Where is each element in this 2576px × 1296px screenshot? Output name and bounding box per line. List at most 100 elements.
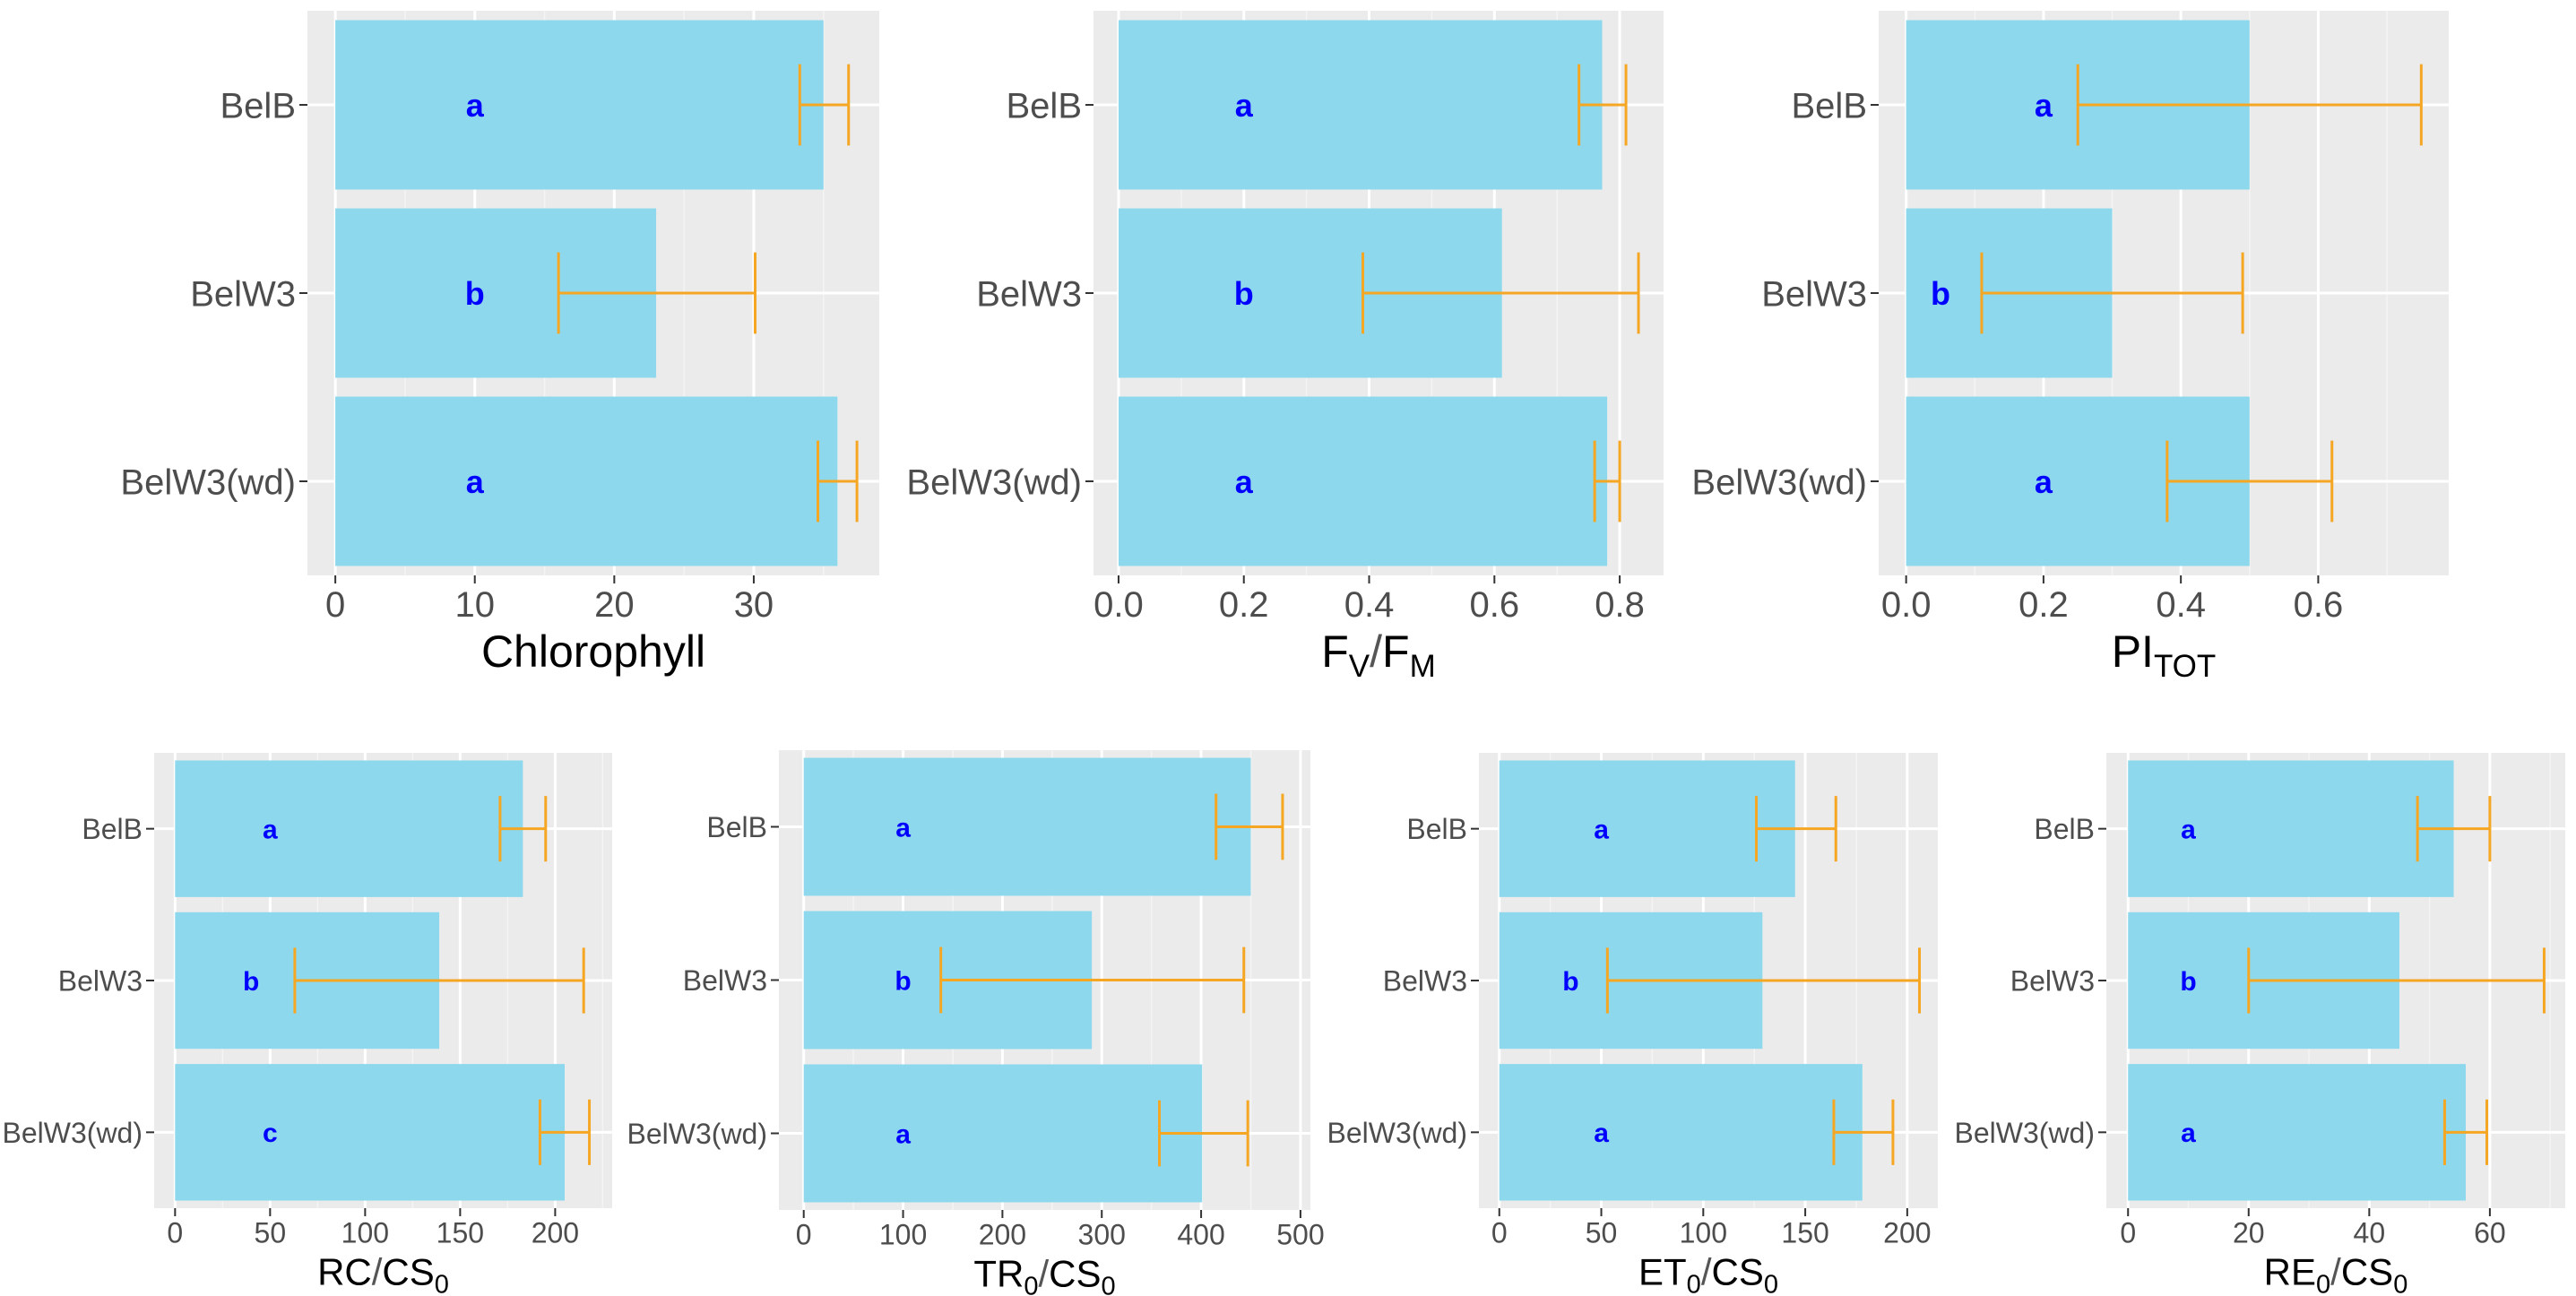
significance-letter: a [895,1119,911,1149]
significance-letter: a [466,87,485,124]
significance-letter: a [1594,1119,1609,1148]
bar-belw3wd [335,396,838,566]
x-tick-label: 20 [594,585,635,625]
bar-belb [803,757,1251,896]
bar-belb [1118,20,1603,190]
axis-title-text: CS [1049,1252,1101,1294]
y-tick-label: BelW3(wd) [1955,1117,2095,1149]
axis-title-subscript: 0 [435,1270,449,1296]
axis-title-text: Chlorophyll [481,626,705,677]
bar-belw3wd [1118,396,1608,566]
y-tick-label: BelB [1792,86,1868,125]
significance-letter: b [2180,967,2196,997]
y-tick-label: BelB [1406,813,1467,845]
x-tick-label: 50 [255,1216,287,1248]
y-tick-label: BelB [220,86,297,125]
x-tick-label: 10 [454,585,495,625]
significance-letter: a [466,463,485,500]
axis-title-text: / [1038,1252,1049,1294]
x-tick-label: 0.2 [1219,585,1269,625]
axis-title-text: F [1382,626,1410,677]
y-tick-label: BelB [2034,813,2095,845]
axis-title-subscript: TOT [2154,649,2216,684]
x-tick-label: 400 [1177,1218,1224,1250]
chart-panel-2: 0.0 0.2 0.4 0.6 0.8aBelBbBelW3aBelW3(wd)FV/F… [906,11,1664,684]
x-tick-label: 30 [734,585,774,625]
x-axis-title: FV/FM [1321,626,1436,684]
x-tick-label: 0.6 [1469,585,1519,625]
bar-belb [335,20,824,190]
x-tick-label: 0.0 [1094,585,1144,625]
x-tick-label: 200 [979,1218,1026,1250]
bar-belb [2128,760,2454,897]
y-tick-label: BelB [82,813,143,845]
axis-title-subscript: V [1349,649,1370,684]
x-tick-label: 0.6 [2294,585,2344,625]
x-tick-label: 150 [1781,1216,1828,1248]
x-tick-label: 0 [796,1218,812,1250]
y-tick-label: BelW3(wd) [906,462,1082,502]
x-tick-label: 20 [2233,1216,2265,1248]
axis-title-text: / [1701,1250,1712,1292]
significance-letter: a [2181,1119,2196,1148]
significance-letter: b [1931,275,1950,312]
chart-panel-6: 0 50 100 150 200 a BelB b BelW3 a BelW3(wd) ET0/CS0 [1327,753,1938,1296]
significance-letter: a [2035,463,2053,500]
y-tick-label: BelB [706,811,767,843]
x-tick-label: 50 [1586,1216,1618,1248]
x-axis-title: RE0/CS0 [2264,1250,2408,1296]
x-tick-label: 0 [167,1216,183,1248]
y-tick-label: BelW3(wd) [1327,1117,1467,1149]
x-tick-label: 0.8 [1595,585,1645,625]
axis-title-subscript: 0 [1687,1270,1701,1296]
significance-letter: a [895,813,911,842]
x-tick-label: 150 [437,1216,484,1248]
y-tick-label: BelB [1007,86,1083,125]
x-axis-title: TR0/CS0 [973,1252,1115,1296]
x-tick-label: 0 [1491,1216,1508,1248]
bar-belw3wd [2128,1064,2466,1201]
significance-letter: a [1594,815,1609,844]
x-tick-label: 100 [1680,1216,1727,1248]
x-tick-label: 0.2 [2018,585,2069,625]
axis-title-text: CS [2341,1250,2393,1292]
chart-panel-3: 0.0 0.2 0.4 0.6 a BelB b BelW3 a BelW3(wd) PITOT [1691,11,2449,684]
significance-letter: b [465,275,485,312]
x-axis-title: ET0/CS0 [1638,1250,1778,1296]
y-tick-label: BelW3 [683,964,767,997]
axis-title-subscript: 0 [2316,1270,2330,1296]
x-tick-label: 500 [1276,1218,1324,1250]
bar-belw3wd [803,1064,1203,1203]
y-tick-label: BelW3 [976,274,1082,314]
bar-belb [175,760,523,897]
x-tick-label: 60 [2474,1216,2506,1248]
axis-title-text: ET [1638,1250,1687,1292]
axis-title-text: / [372,1250,383,1292]
x-axis-title: Chlorophyll [481,626,705,677]
significance-letter: a [2035,87,2053,124]
significance-letter: a [1235,87,1254,124]
x-tick-label: 0 [325,585,345,625]
axis-title-text: F [1321,626,1349,677]
significance-letter: b [243,967,259,997]
axis-title-subscript: 0 [1102,1272,1116,1296]
x-tick-label: 0.0 [1881,585,1932,625]
y-tick-label: BelW3 [1383,965,1467,998]
significance-letter: a [263,815,278,844]
significance-letter: b [1234,275,1254,312]
x-tick-label: 100 [879,1218,927,1250]
y-tick-label: BelW3(wd) [120,462,296,502]
axis-title-text: RC [317,1250,372,1292]
axis-title-subscript: 0 [2393,1270,2407,1296]
x-tick-label: 0.4 [1344,585,1395,625]
axis-title-subscript: 0 [1764,1270,1778,1296]
x-tick-label: 200 [1883,1216,1931,1248]
y-tick-label: BelW3(wd) [627,1118,767,1150]
chart-panel-1: 0 10 20 30 a BelB b BelW3 a BelW3(wd) Chlorophyll [120,11,879,677]
x-tick-label: 200 [532,1216,579,1248]
significance-letter: b [1562,967,1578,997]
x-tick-label: 100 [341,1216,389,1248]
bar-belb [1499,760,1795,897]
significance-letter: b [895,966,911,996]
